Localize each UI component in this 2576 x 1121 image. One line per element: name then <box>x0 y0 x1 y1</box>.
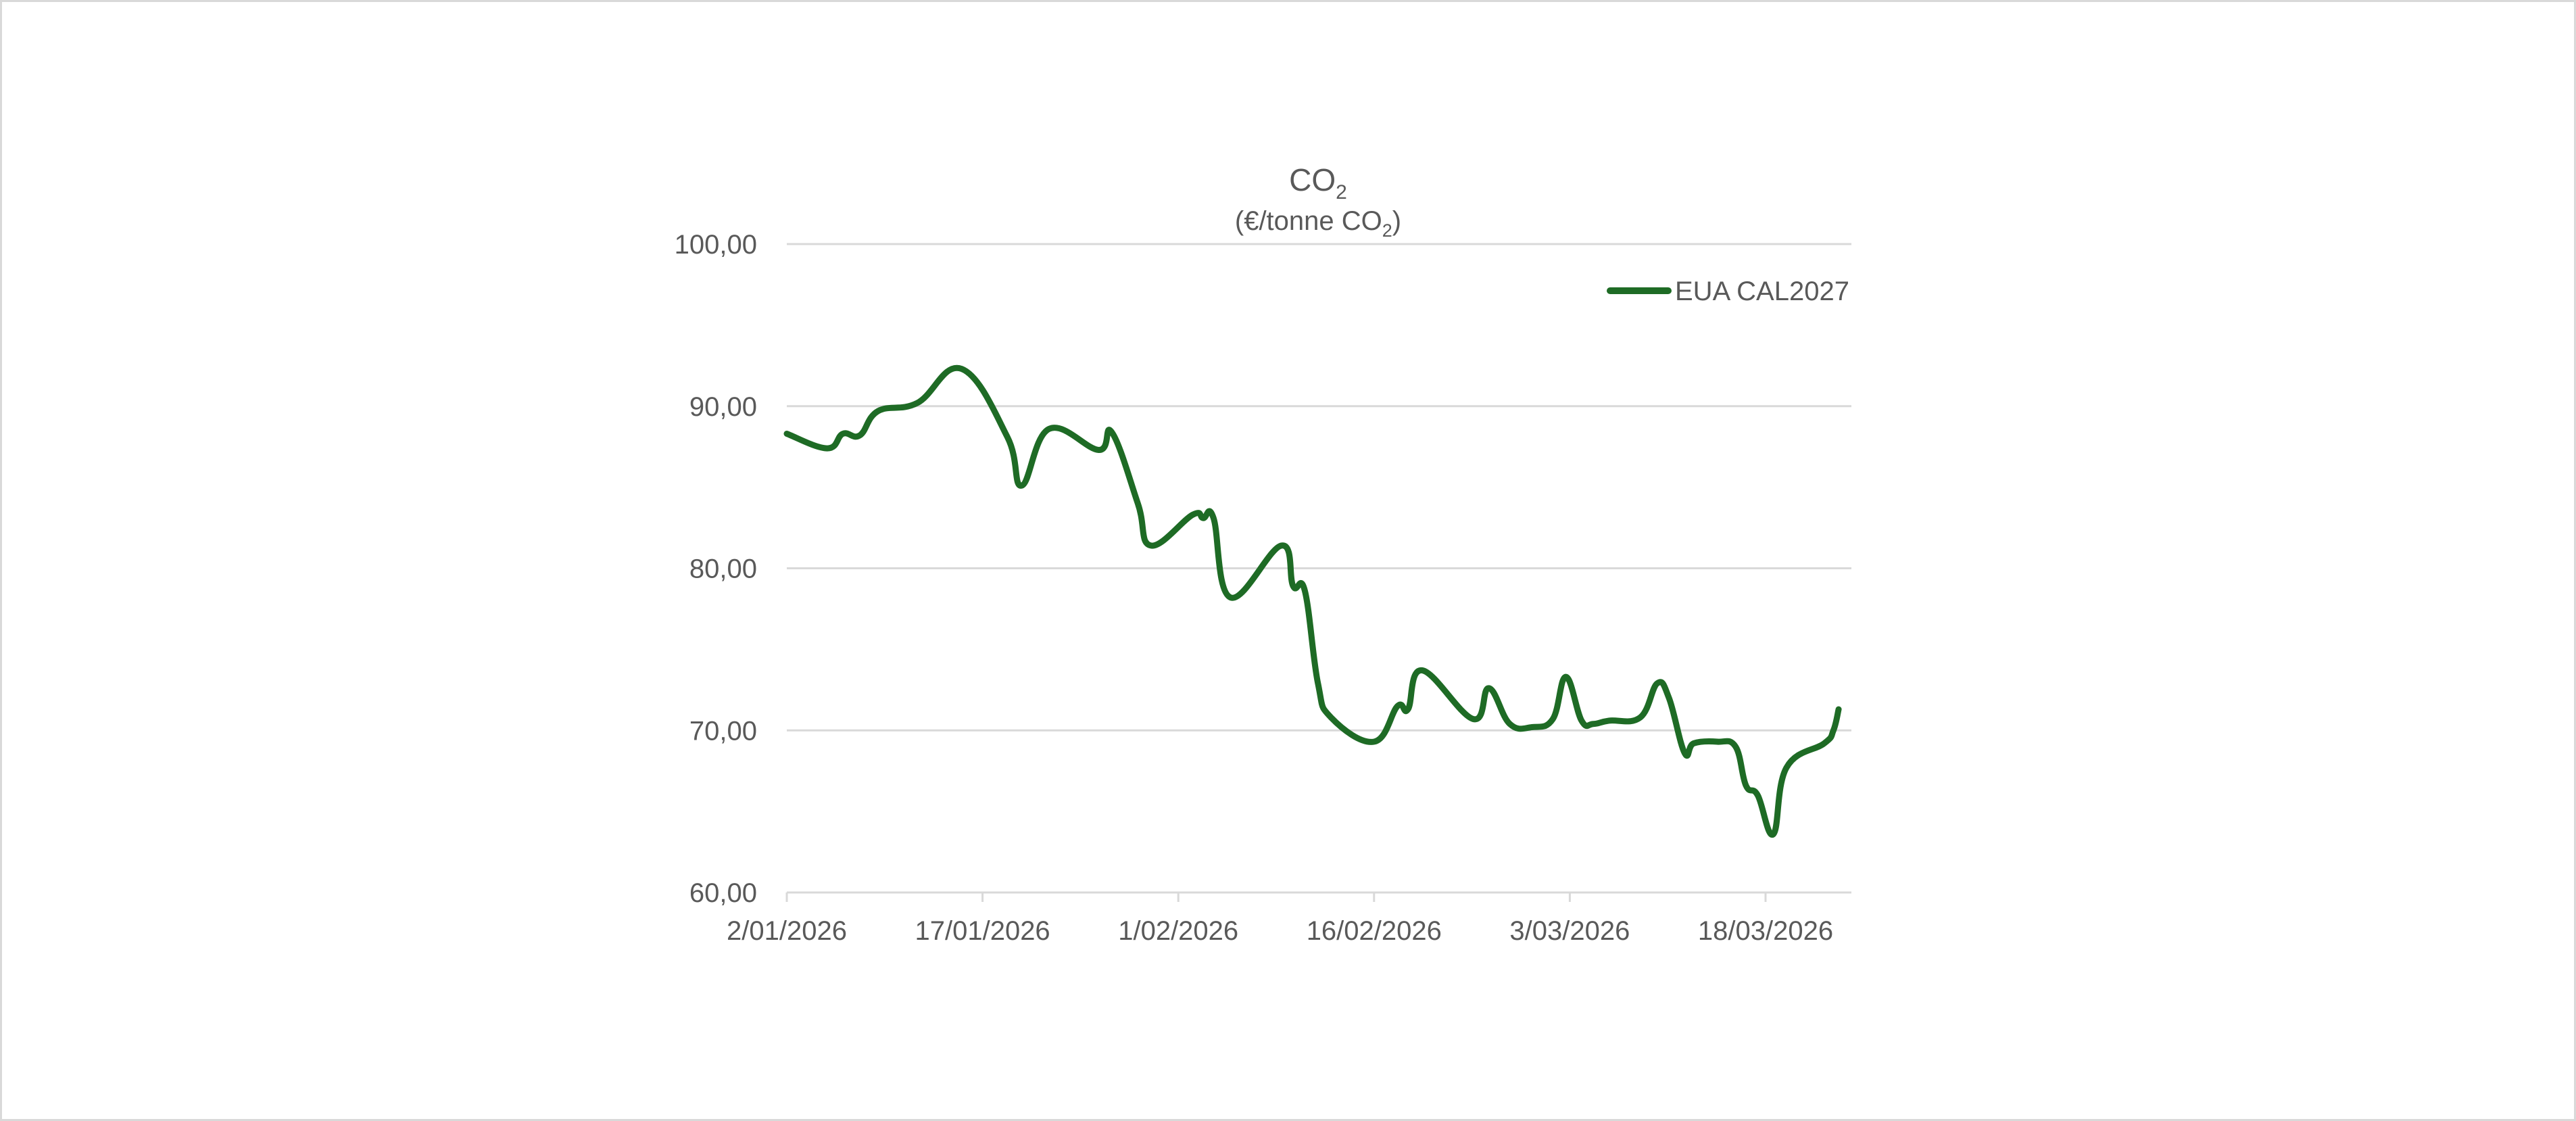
y-tick-label: 60,00 <box>689 878 757 908</box>
x-axis: 2/01/2026 17/01/2026 1/02/2026 16/02/2026 3/… <box>727 892 1833 946</box>
legend-label: EUA CAL2027 <box>1675 277 1849 306</box>
x-tick-label: 2/01/2026 <box>727 916 847 946</box>
y-axis-labels: 100,00 90,00 80,00 70,00 60,00 <box>675 230 757 908</box>
y-tick-label: 70,00 <box>689 716 757 746</box>
y-tick-label: 80,00 <box>689 554 757 584</box>
x-tick-label: 18/03/2026 <box>1698 916 1833 946</box>
chart-subtitle: (€/tonne CO2) <box>1235 206 1401 241</box>
x-tick-label: 17/01/2026 <box>915 916 1050 946</box>
y-tick-label: 100,00 <box>675 230 757 260</box>
series-line-eua-cal2027 <box>783 364 1842 838</box>
gridlines <box>787 243 1851 894</box>
x-tick-label: 16/02/2026 <box>1307 916 1442 946</box>
legend: EUA CAL2027 <box>1607 277 1849 306</box>
x-tick-label: 1/02/2026 <box>1118 916 1238 946</box>
x-tick-label: 3/03/2026 <box>1509 916 1630 946</box>
chart-title: CO2 <box>1289 162 1347 204</box>
y-tick-label: 90,00 <box>689 392 757 422</box>
